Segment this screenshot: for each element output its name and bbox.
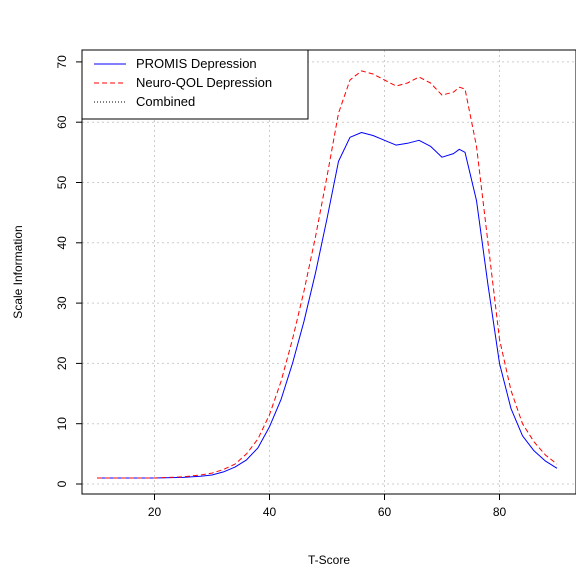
x-tick-label: 80 bbox=[493, 505, 507, 519]
y-tick-label: 70 bbox=[55, 55, 69, 69]
legend: PROMIS Depression Neuro-QOL Depression Com… bbox=[81, 49, 309, 120]
x-tick-label: 40 bbox=[263, 505, 277, 519]
y-tick-label: 40 bbox=[55, 236, 69, 250]
y-tick-label: 0 bbox=[55, 480, 69, 487]
axes: 20 40 60 80 0 10 20 30 40 50 60 70 bbox=[55, 55, 506, 519]
y-axis-label: Scale Information bbox=[11, 225, 25, 318]
legend-box bbox=[81, 49, 309, 120]
series-lines bbox=[97, 70, 558, 479]
legend-label: Neuro-QOL Depression bbox=[136, 75, 272, 90]
y-tick-label: 30 bbox=[55, 296, 69, 310]
grid bbox=[82, 50, 576, 494]
plot-frame bbox=[81, 49, 576, 495]
y-tick-label: 20 bbox=[55, 356, 69, 370]
legend-label: Combined bbox=[136, 94, 195, 109]
y-tick-label: 60 bbox=[55, 115, 69, 129]
series-line-1 bbox=[97, 132, 558, 479]
x-axis-label: T-Score bbox=[308, 553, 350, 567]
y-tick-label: 50 bbox=[55, 176, 69, 190]
legend-label: PROMIS Depression bbox=[136, 56, 257, 71]
x-tick-label: 20 bbox=[148, 505, 162, 519]
series-line-2 bbox=[97, 70, 558, 479]
x-tick-label: 60 bbox=[378, 505, 392, 519]
y-tick-label: 10 bbox=[55, 417, 69, 431]
